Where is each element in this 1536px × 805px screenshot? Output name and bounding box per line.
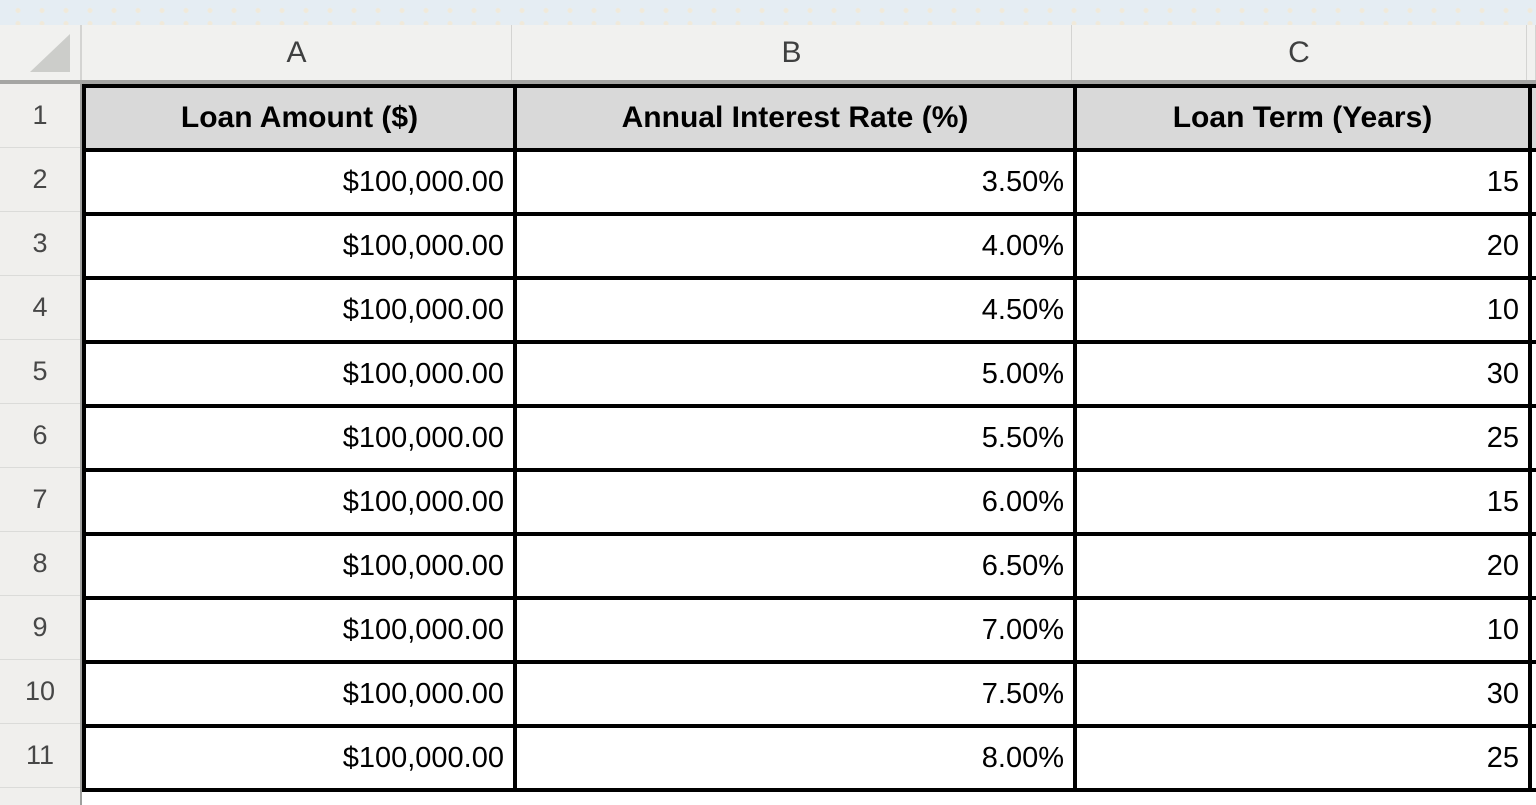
cell-a10-loan-amount[interactable]: $100,000.00 (86, 664, 513, 724)
cell-d11-clipped (1532, 728, 1536, 788)
cell-c7-loan-term[interactable]: 15 (1077, 472, 1528, 532)
cell-d8-clipped (1532, 536, 1536, 596)
row-header-5[interactable]: 5 (0, 340, 80, 404)
cell-c3-loan-term[interactable]: 20 (1077, 216, 1528, 276)
column-header-d-clipped (1527, 25, 1536, 80)
cell-c9-loan-term[interactable]: 10 (1077, 600, 1528, 660)
cell-b2-interest-rate[interactable]: 3.50% (517, 152, 1073, 212)
cell-c5-loan-term[interactable]: 30 (1077, 344, 1528, 404)
cell-d5-clipped (1532, 344, 1536, 404)
row-header-1[interactable]: 1 (0, 84, 80, 148)
cell-b9-interest-rate[interactable]: 7.00% (517, 600, 1073, 660)
cell-b11-interest-rate[interactable]: 8.00% (517, 728, 1073, 788)
row-header-fill (0, 788, 80, 805)
cell-b3-interest-rate[interactable]: 4.00% (517, 216, 1073, 276)
row-header-3[interactable]: 3 (0, 212, 80, 276)
cell-c4-loan-term[interactable]: 10 (1077, 280, 1528, 340)
column-header-a[interactable]: A (82, 25, 512, 80)
row-header-9[interactable]: 9 (0, 596, 80, 660)
cell-d2-clipped (1532, 152, 1536, 212)
cell-c1-loan-term-header[interactable]: Loan Term (Years) (1077, 88, 1528, 148)
select-all-triangle-icon (30, 34, 70, 72)
row-header-8[interactable]: 8 (0, 532, 80, 596)
column-header-strip: A B C (0, 25, 1536, 84)
cell-c2-loan-term[interactable]: 15 (1077, 152, 1528, 212)
row-header-11[interactable]: 11 (0, 724, 80, 788)
row-header-7[interactable]: 7 (0, 468, 80, 532)
cell-a6-loan-amount[interactable]: $100,000.00 (86, 408, 513, 468)
cell-d10-clipped (1532, 664, 1536, 724)
row-header-6[interactable]: 6 (0, 404, 80, 468)
cell-a1-loan-amount-header[interactable]: Loan Amount ($) (86, 88, 513, 148)
row-header-10[interactable]: 10 (0, 660, 80, 724)
cell-c6-loan-term[interactable]: 25 (1077, 408, 1528, 468)
cell-a7-loan-amount[interactable]: $100,000.00 (86, 472, 513, 532)
cell-a5-loan-amount[interactable]: $100,000.00 (86, 344, 513, 404)
cell-a9-loan-amount[interactable]: $100,000.00 (86, 600, 513, 660)
cell-a4-loan-amount[interactable]: $100,000.00 (86, 280, 513, 340)
cell-a11-loan-amount[interactable]: $100,000.00 (86, 728, 513, 788)
cell-b10-interest-rate[interactable]: 7.50% (517, 664, 1073, 724)
cell-c8-loan-term[interactable]: 20 (1077, 536, 1528, 596)
cell-d7-clipped (1532, 472, 1536, 532)
cell-d3-clipped (1532, 216, 1536, 276)
cell-a2-loan-amount[interactable]: $100,000.00 (86, 152, 513, 212)
cell-b8-interest-rate[interactable]: 6.50% (517, 536, 1073, 596)
cell-d1-clipped (1532, 88, 1536, 148)
cell-c11-loan-term[interactable]: 25 (1077, 728, 1528, 788)
row-number-gutter: 1 2 3 4 5 6 7 8 9 10 11 (0, 84, 82, 805)
row-header-4[interactable]: 4 (0, 276, 80, 340)
column-header-c[interactable]: C (1072, 25, 1527, 80)
cell-b7-interest-rate[interactable]: 6.00% (517, 472, 1073, 532)
cell-d9-clipped (1532, 600, 1536, 660)
cell-d6-clipped (1532, 408, 1536, 468)
cell-c10-loan-term[interactable]: 30 (1077, 664, 1528, 724)
cell-a3-loan-amount[interactable]: $100,000.00 (86, 216, 513, 276)
cell-b1-interest-rate-header[interactable]: Annual Interest Rate (%) (517, 88, 1073, 148)
select-all-corner[interactable] (0, 25, 82, 80)
cell-b4-interest-rate[interactable]: 4.50% (517, 280, 1073, 340)
cell-d4-clipped (1532, 280, 1536, 340)
column-header-b[interactable]: B (512, 25, 1072, 80)
cell-b5-interest-rate[interactable]: 5.00% (517, 344, 1073, 404)
row-header-2[interactable]: 2 (0, 148, 80, 212)
cell-b6-interest-rate[interactable]: 5.50% (517, 408, 1073, 468)
cell-a8-loan-amount[interactable]: $100,000.00 (86, 536, 513, 596)
top-ui-strip (0, 0, 1536, 25)
loan-table: Loan Amount ($) Annual Interest Rate (%)… (82, 84, 1536, 792)
